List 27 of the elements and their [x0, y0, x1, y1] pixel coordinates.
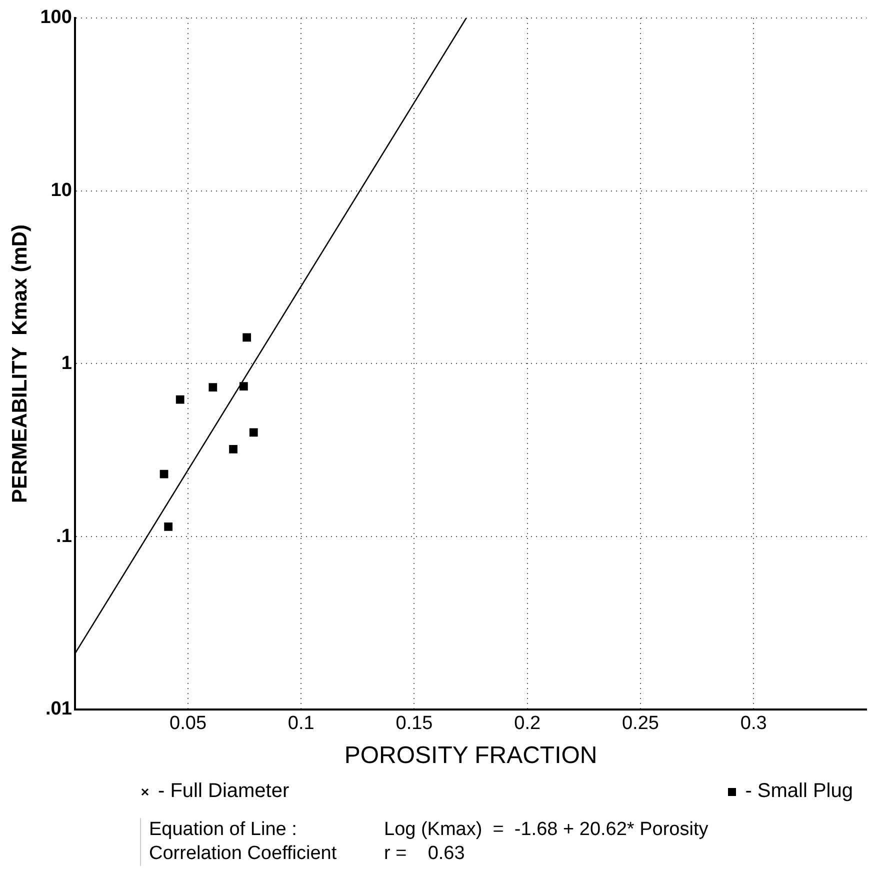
y-tick-label: .1 — [56, 526, 72, 547]
x-tick-label: 0.2 — [514, 713, 541, 734]
point — [176, 395, 184, 404]
y-tick-label: 1 — [61, 352, 72, 374]
text: Log (Kmax) = -1.68 + 20.62* Porosity — [384, 818, 708, 842]
point — [242, 333, 252, 342]
legend-label: - Small Plug — [745, 780, 853, 803]
x-tick-label: 0.15 — [396, 713, 433, 734]
x-tick-label: 0.25 — [622, 713, 659, 734]
point — [239, 382, 248, 390]
x-tick-label: 0.3 — [740, 713, 767, 734]
point — [160, 470, 168, 478]
point — [164, 522, 173, 531]
y-tick-label: 10 — [50, 180, 72, 202]
x-axis-title: POROSITY FRACTION — [344, 742, 598, 770]
point — [208, 383, 218, 392]
y-axis-title: PERMEABILITY Kmax (mD) — [8, 224, 32, 503]
x-tick-label: 0.05 — [170, 713, 207, 734]
text: Correlation Coefficient — [149, 842, 338, 866]
text: r = 0.63 — [384, 842, 466, 866]
x-tick-label: 0.1 — [288, 713, 314, 734]
y-tick-label: .01 — [45, 698, 72, 720]
legend-label: - Full Diameter — [158, 780, 290, 803]
text: Equation of Line : — [149, 818, 298, 842]
y-tick-label: 100 — [40, 7, 72, 28]
point — [249, 428, 258, 437]
point — [229, 445, 238, 454]
